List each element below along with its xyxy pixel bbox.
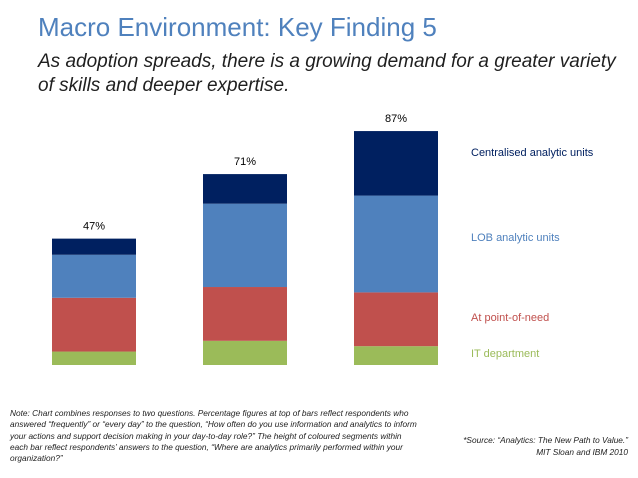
bar-segment-at-point-of-need-3 [354, 292, 438, 347]
bar-segment-lob-analytic-units-1 [52, 254, 136, 298]
bar-segment-centralised-analytic-units-2 [203, 174, 287, 204]
stacked-bar-chart: 47% 71% 87% IT department At point-of-need LO… [52, 113, 594, 365]
bar-segment-it-department-1 [52, 351, 136, 365]
source-line-1: *Source: “Analytics: The New Path to Val… [463, 435, 628, 445]
bar-segment-centralised-analytic-units-3 [354, 131, 438, 196]
bar-segment-at-point-of-need-2 [203, 287, 287, 341]
slide-title: Macro Environment: Key Finding 5 [38, 12, 437, 42]
chart-note: Note: Chart combines responses to two qu… [10, 408, 417, 464]
bar-segment-it-department-2 [203, 340, 287, 365]
bar-total-label-1: 47% [83, 221, 105, 233]
bar-segment-at-point-of-need-1 [52, 297, 136, 352]
bar-segment-lob-analytic-units-2 [203, 203, 287, 288]
source-citation: *Source: “Analytics: The New Path to Val… [398, 435, 628, 458]
bar-segment-it-department-3 [354, 346, 438, 365]
legend-label-it-department: IT department [471, 348, 539, 360]
legend-label-centralised-analytic-units: Centralised analytic units [471, 147, 594, 159]
legend-label-lob-analytic-units: LOB analytic units [471, 232, 560, 244]
bar-segment-centralised-analytic-units-1 [52, 238, 136, 255]
slide-subtitle: As adoption spreads, there is a growing … [38, 51, 616, 96]
bar-total-label-2: 71% [234, 156, 256, 168]
source-line-2: MIT Sloan and IBM 2010 [536, 446, 628, 457]
legend-label-at-point-of-need: At point-of-need [471, 312, 549, 324]
bar-total-label-3: 87% [385, 113, 407, 125]
bar-segment-lob-analytic-units-3 [354, 195, 438, 293]
